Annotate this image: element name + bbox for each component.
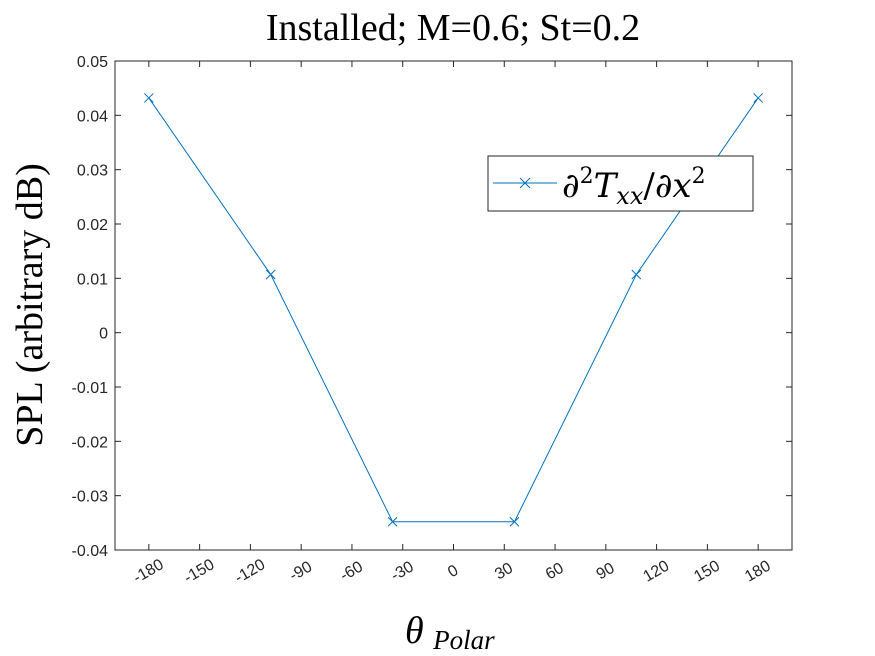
legend-superscript-2: 2 — [580, 164, 594, 189]
data-point-marker — [509, 516, 520, 527]
x-axis-label-subscript: Polar — [432, 625, 495, 655]
legend-label: ∂2Txx/∂x2 — [562, 164, 706, 210]
data-point-marker — [387, 516, 398, 527]
legend-t: T — [594, 166, 619, 206]
legend-superscript-2b: 2 — [692, 164, 706, 189]
y-tick-label: 0.02 — [77, 217, 108, 234]
y-tick-label: -0.02 — [72, 434, 109, 451]
y-axis-label-group: SPL (arbitrary dB) — [9, 163, 51, 447]
legend-subscript-xx: xx — [616, 182, 644, 210]
y-tick-label: 0 — [99, 326, 108, 343]
y-tick-label: -0.04 — [72, 543, 109, 560]
chart-title: Installed; M=0.6; St=0.2 — [266, 7, 640, 49]
series-line — [148, 97, 759, 523]
y-axis-ticks: -0.04 -0.03 -0.02 -0.01 0 0.01 0.02 0.03 0.04 0.0… — [72, 54, 792, 560]
x-tick-label: 30 — [492, 560, 516, 584]
legend-slash: / — [643, 166, 655, 206]
legend: ∂2Txx/∂x2 — [487, 155, 754, 212]
y-tick-label: 0.04 — [77, 108, 108, 125]
y-tick-label: 0.01 — [77, 271, 108, 288]
y-tick-label: -0.03 — [72, 489, 109, 506]
legend-marker-sample — [519, 177, 531, 189]
y-tick-label: 0.05 — [77, 54, 108, 71]
y-tick-label: -0.01 — [72, 380, 109, 397]
x-axis-label: θ Polar — [405, 610, 495, 655]
data-point-marker — [143, 93, 154, 103]
legend-partial-1: ∂ — [562, 166, 580, 206]
y-axis-label: SPL (arbitrary dB) — [9, 163, 51, 447]
series-layer — [143, 93, 764, 527]
y-tick-label: 0.03 — [77, 163, 108, 180]
plot-area — [114, 60, 793, 551]
x-tick-label: 90 — [594, 560, 618, 584]
data-point-marker — [631, 269, 642, 280]
x-axis-label-theta: θ — [405, 610, 424, 652]
data-point-marker — [265, 269, 276, 280]
legend-partial-2: ∂ — [655, 166, 673, 206]
data-point-marker — [753, 93, 764, 103]
x-tick-label: 60 — [543, 560, 567, 584]
legend-x: x — [672, 166, 691, 206]
